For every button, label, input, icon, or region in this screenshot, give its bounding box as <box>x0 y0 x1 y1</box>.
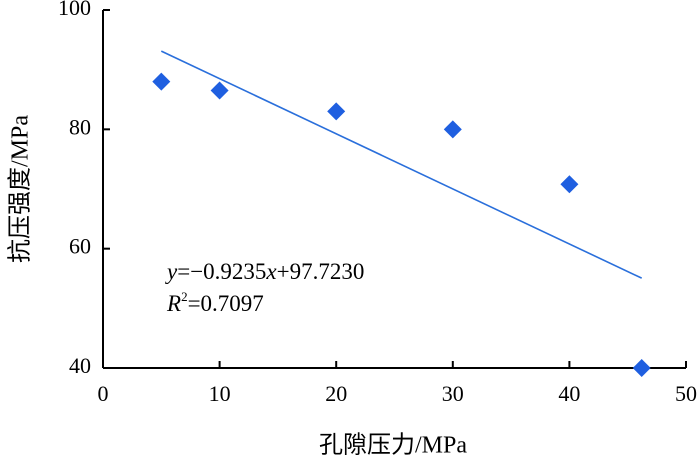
y-tick-label: 100 <box>58 0 91 20</box>
data-point <box>152 72 171 91</box>
axes <box>102 10 686 369</box>
y-axis-title: 抗压强度/MPa <box>7 115 34 263</box>
data-point <box>327 102 346 121</box>
r2-exponent: 2 <box>181 289 188 304</box>
r2-value: =0.7097 <box>188 291 264 316</box>
x-tick-label: 50 <box>675 381 697 406</box>
x-tick-label: 20 <box>325 381 347 406</box>
eq-y: y <box>165 259 178 284</box>
x-tick-label: 30 <box>442 381 464 406</box>
data-points <box>152 72 651 377</box>
data-point <box>632 359 651 377</box>
x-tick-label: 40 <box>558 381 580 406</box>
eq-intercept: +97.7230 <box>277 259 365 284</box>
regression-equation: y=−0.9235x+97.7230 <box>165 259 364 284</box>
ticks: 0 10 20 30 40 50 40 60 80 100 <box>58 0 697 406</box>
r-squared-label: R2=0.7097 <box>166 289 264 316</box>
eq-slope: =−0.9235 <box>177 259 266 284</box>
trendline-group <box>160 50 643 279</box>
trendline <box>160 50 643 279</box>
y-tick-label: 40 <box>69 353 91 378</box>
data-point <box>560 175 579 194</box>
x-tick-label: 0 <box>98 381 109 406</box>
x-axis-title: 孔隙压力/MPa <box>319 432 467 459</box>
x-tick-label: 10 <box>209 381 231 406</box>
y-tick-label: 80 <box>69 114 91 139</box>
r2-r: R <box>166 291 181 316</box>
y-tick-label: 60 <box>69 234 91 259</box>
data-point <box>443 120 462 139</box>
eq-x: x <box>265 259 277 284</box>
data-point <box>210 81 229 100</box>
